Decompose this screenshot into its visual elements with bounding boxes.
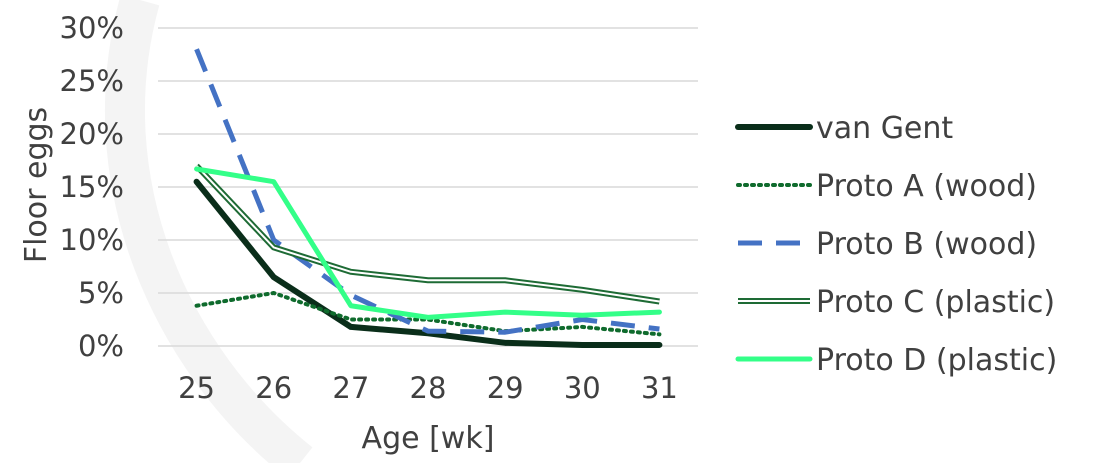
legend-label: Proto B (wood) xyxy=(816,227,1037,262)
series-line-inner-proto-c-plastic xyxy=(195,165,660,303)
legend: van Gent Proto A (wood) Proto B (wood) Prot… xyxy=(735,111,1057,378)
y-tick-label: 0% xyxy=(78,329,124,363)
y-tick-label: 10% xyxy=(60,223,124,257)
series-line-proto-d-plastic xyxy=(194,166,662,320)
legend-item: Proto A (wood) xyxy=(736,169,1037,204)
x-tick-label: 25 xyxy=(178,371,215,405)
x-axis-ticks: 25 26 27 28 29 30 31 xyxy=(178,371,678,405)
y-tick-label: 25% xyxy=(60,64,124,98)
legend-item: Proto D (plastic) xyxy=(735,343,1057,378)
y-tick-label: 5% xyxy=(78,276,124,310)
legend-item: Proto C (plastic) xyxy=(738,285,1055,320)
x-axis-title: Age [wk] xyxy=(362,421,495,456)
background-arc xyxy=(104,0,313,463)
x-tick-label: 29 xyxy=(487,371,524,405)
x-tick-label: 30 xyxy=(564,371,601,405)
legend-label: Proto D (plastic) xyxy=(816,343,1057,378)
y-axis-ticks: 0% 5% 10% 15% 20% 25% 30% xyxy=(60,11,124,363)
y-tick-label: 20% xyxy=(60,117,124,151)
legend-label: van Gent xyxy=(816,111,953,146)
legend-item: van Gent xyxy=(735,111,953,146)
legend-label: Proto A (wood) xyxy=(816,169,1037,204)
series-line-proto-b-wood xyxy=(194,48,660,335)
legend-label: Proto C (plastic) xyxy=(816,285,1055,320)
series-lines xyxy=(193,48,663,348)
x-tick-label: 31 xyxy=(641,371,678,405)
y-tick-label: 15% xyxy=(60,170,124,204)
x-tick-label: 27 xyxy=(332,371,369,405)
x-tick-label: 26 xyxy=(255,371,292,405)
y-tick-label: 30% xyxy=(60,11,124,45)
legend-item: Proto B (wood) xyxy=(738,227,1037,262)
y-axis-title: Floor eggs xyxy=(19,107,54,263)
x-tick-label: 28 xyxy=(410,371,447,405)
gridlines xyxy=(158,27,698,347)
